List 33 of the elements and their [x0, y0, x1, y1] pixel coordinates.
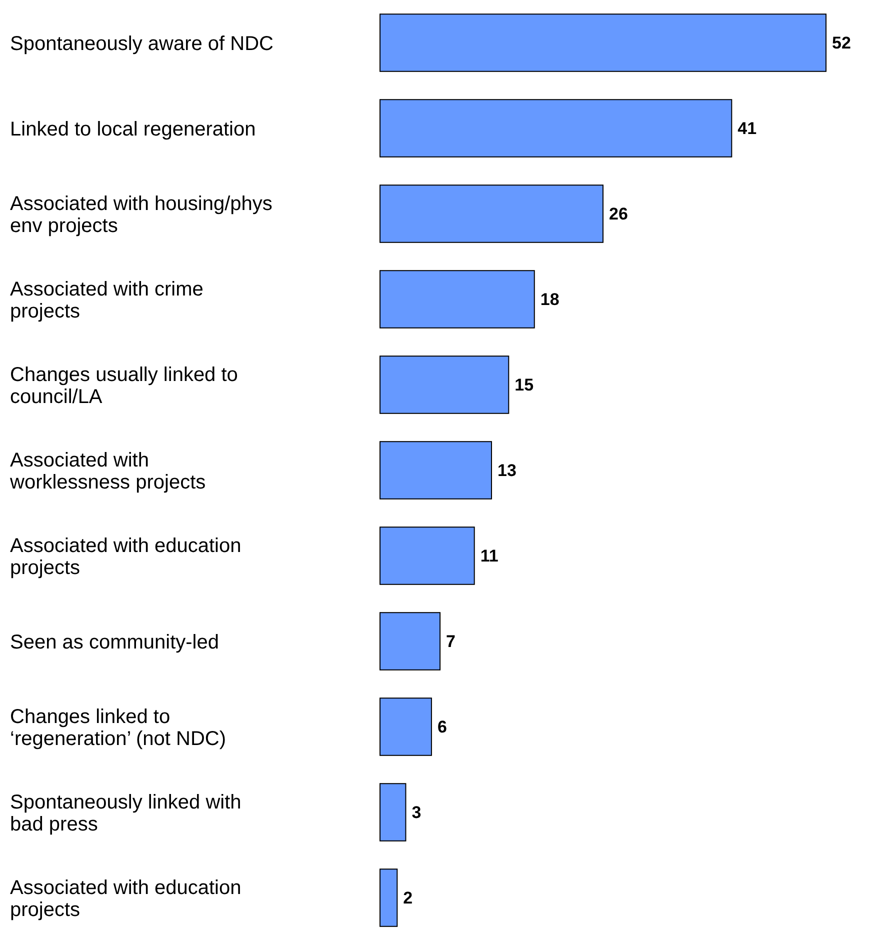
y-tick-label: Associated with housing/phys env projects [10, 192, 272, 237]
bar [380, 14, 826, 72]
data-label: 2 [403, 888, 413, 908]
bar [380, 526, 475, 585]
bar [380, 270, 535, 328]
y-tick-label: Spontaneously aware of NDC [10, 32, 274, 55]
bar [380, 441, 492, 500]
data-label: 13 [498, 461, 516, 480]
data-label: 3 [412, 803, 422, 822]
y-tick-label: Associated with crime projects [10, 278, 204, 322]
data-label: 18 [540, 290, 560, 310]
y-tick-label: Associated with education projects [10, 876, 242, 921]
y-tick-label: Changes linked to ‘regeneration’ (not NDC) [10, 706, 226, 750]
y-tick-label: Linked to local regeneration [10, 118, 256, 140]
bar [380, 356, 510, 414]
y-tick-label: Associated with worklessness projects [9, 449, 206, 494]
bar [380, 868, 398, 927]
bar [380, 612, 441, 670]
y-tick-label: Spontaneously linked with bad press [10, 791, 242, 836]
data-label: 26 [609, 204, 628, 224]
data-label: 52 [832, 34, 851, 53]
bar [380, 698, 432, 756]
y-tick-label: Associated with education projects [10, 534, 242, 579]
data-label: 6 [437, 718, 447, 737]
y-tick-label: Changes usually linked to council/LA [10, 364, 238, 408]
y-tick-label: Seen as community-led [10, 631, 219, 654]
data-label: 11 [480, 546, 498, 566]
data-label: 7 [446, 632, 456, 652]
data-label: 15 [514, 376, 534, 395]
bar [380, 184, 604, 243]
bar [380, 99, 732, 158]
bar [380, 783, 406, 842]
data-label: 41 [738, 119, 757, 138]
